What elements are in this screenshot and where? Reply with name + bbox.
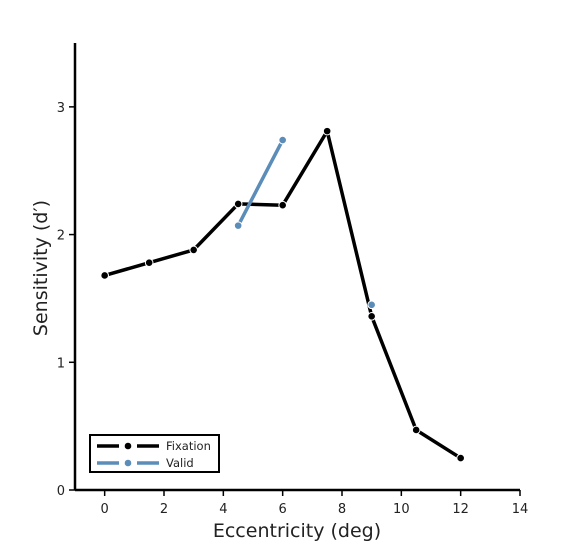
series-line-valid — [238, 140, 282, 226]
legend-label: Fixation — [166, 439, 211, 453]
data-point-valid — [234, 222, 242, 230]
data-point-fixation — [279, 201, 287, 209]
data-point-valid — [279, 136, 287, 144]
data-point-valid — [368, 301, 376, 309]
x-tick-label: 12 — [452, 502, 469, 517]
x-tick-label: 8 — [338, 502, 346, 517]
data-point-fixation — [190, 246, 198, 254]
legend-marker — [124, 459, 132, 467]
data-point-fixation — [323, 127, 331, 135]
y-ticks: 0 1 2 3 — [57, 101, 75, 499]
data-point-fixation — [234, 200, 242, 208]
y-axis-label: Sensitivity (d′) — [30, 200, 52, 336]
y-tick-label: 1 — [57, 356, 65, 371]
y-tick-label: 3 — [57, 101, 65, 116]
x-ticks: 0 2 4 6 8 10 12 14 — [101, 490, 529, 517]
x-tick-label: 10 — [393, 502, 410, 517]
series-valid — [234, 136, 375, 308]
data-point-fixation — [457, 454, 465, 462]
x-tick-label: 0 — [101, 502, 109, 517]
x-tick-label: 4 — [219, 502, 227, 517]
legend: Fixation Valid — [90, 435, 219, 472]
data-point-fixation — [101, 272, 109, 280]
x-axis-label: Eccentricity (deg) — [213, 520, 381, 542]
series-fixation — [101, 127, 465, 462]
legend-marker — [124, 442, 132, 450]
data-point-fixation — [368, 313, 376, 321]
y-tick-label: 0 — [57, 484, 65, 499]
legend-label: Valid — [166, 456, 194, 470]
x-tick-label: 2 — [160, 502, 168, 517]
data-point-fixation — [145, 259, 153, 267]
x-tick-label: 14 — [512, 502, 529, 517]
data-point-fixation — [412, 426, 420, 434]
series-line-fixation — [105, 131, 461, 458]
x-tick-label: 6 — [279, 502, 287, 517]
y-tick-label: 2 — [57, 229, 65, 244]
series-layer — [101, 127, 465, 462]
